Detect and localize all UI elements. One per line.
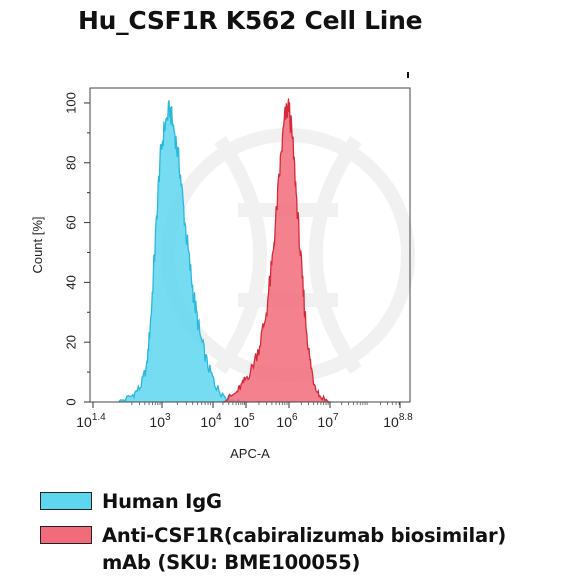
x-tick-label: 107: [317, 412, 339, 430]
x-tick-label: 103: [149, 412, 171, 430]
x-tick-label: 106: [276, 412, 298, 430]
series-area: [222, 98, 330, 403]
y-axis-label: Count [%]: [30, 216, 45, 273]
series-human-igg: [118, 100, 241, 403]
legend-swatch-anti-csf1r: [40, 526, 92, 544]
legend-label-anti-csf1r-line1: Anti-CSF1R(cabiralizumab biosimilar): [102, 524, 507, 547]
legend-entry-human-igg: Human IgG: [40, 488, 222, 515]
series-anti-csf1r: [222, 98, 330, 403]
x-tick-label: 105: [233, 412, 255, 430]
y-tick-label: 80: [63, 156, 78, 170]
corner-marker: [407, 72, 409, 78]
x-axis-label: APC-A: [230, 446, 270, 461]
y-tick-label: 60: [63, 215, 78, 229]
legend-entry-anti-csf1r: Anti-CSF1R(cabiralizumab biosimilar) mAb…: [40, 522, 506, 576]
plot-frame: [89, 87, 411, 403]
y-tick-label: 100: [63, 92, 78, 114]
x-tick-label: 108.8: [383, 412, 413, 430]
legend-label-anti-csf1r-line2: mAb (SKU: BME100055): [102, 551, 361, 574]
y-tick-label: 40: [63, 275, 78, 289]
series-area: [118, 100, 240, 403]
series-line: [118, 100, 241, 403]
plot-area: 0 20 40 60 80 100 101.4 103 104 105 106 107 108.8 APC…: [30, 72, 415, 461]
y-tick-label: 0: [63, 398, 78, 405]
y-tick-label: 20: [63, 335, 78, 349]
legend-swatch-human-igg: [40, 492, 92, 510]
series-line: [222, 98, 330, 403]
legend-label-human-igg: Human IgG: [102, 490, 222, 513]
legend-label-anti-csf1r: Anti-CSF1R(cabiralizumab biosimilar) mAb…: [102, 522, 506, 576]
x-tick-label: 104: [200, 412, 222, 430]
chart-title: Hu_CSF1R K562 Cell Line: [78, 6, 423, 35]
x-tick-label: 101.4: [76, 412, 106, 430]
